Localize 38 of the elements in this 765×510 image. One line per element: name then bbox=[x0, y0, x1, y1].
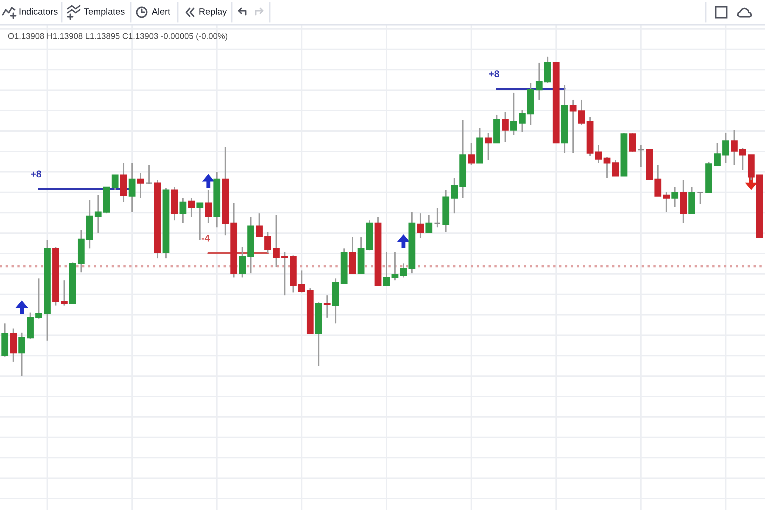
candlestick bbox=[612, 160, 620, 177]
candlestick bbox=[171, 186, 178, 222]
candlestick bbox=[502, 111, 509, 143]
candlestick bbox=[604, 156, 611, 180]
candlestick bbox=[10, 328, 18, 363]
candlestick bbox=[629, 132, 636, 154]
candlestick bbox=[494, 114, 500, 144]
candlestick bbox=[188, 198, 196, 218]
candlestick bbox=[137, 172, 144, 199]
candlestick bbox=[680, 180, 688, 224]
candlestick bbox=[349, 236, 356, 274]
candlestick bbox=[383, 252, 390, 286]
candlestick bbox=[672, 186, 679, 208]
candlestick bbox=[697, 192, 704, 206]
candlestick bbox=[324, 294, 331, 319]
candlestick bbox=[485, 132, 492, 161]
candlestick bbox=[205, 190, 212, 224]
text: Alert bbox=[152, 8, 170, 15]
candlestick bbox=[595, 144, 602, 164]
candlestick bbox=[638, 144, 645, 168]
candlestick bbox=[180, 198, 187, 224]
candlestick bbox=[120, 162, 128, 204]
text: Templates bbox=[84, 8, 125, 17]
candlestick bbox=[392, 252, 399, 282]
candlestick bbox=[688, 186, 696, 214]
series-label: +8 bbox=[489, 70, 500, 78]
candlestick bbox=[434, 208, 442, 228]
text: Replay bbox=[200, 8, 228, 17]
candlestick bbox=[146, 164, 153, 185]
candlestick bbox=[417, 212, 424, 240]
series-label: -4 bbox=[202, 235, 210, 242]
text: O1.13908 H1.13908 L1.13895 C1.13903 -0.00005 (-0.00%) bbox=[8, 33, 228, 41]
series-label: +8 bbox=[31, 170, 42, 178]
candlestick bbox=[468, 142, 475, 166]
candlestick bbox=[2, 322, 9, 358]
candlestick bbox=[426, 214, 433, 234]
text: Indicators bbox=[20, 8, 58, 15]
candlestick bbox=[128, 162, 136, 213]
